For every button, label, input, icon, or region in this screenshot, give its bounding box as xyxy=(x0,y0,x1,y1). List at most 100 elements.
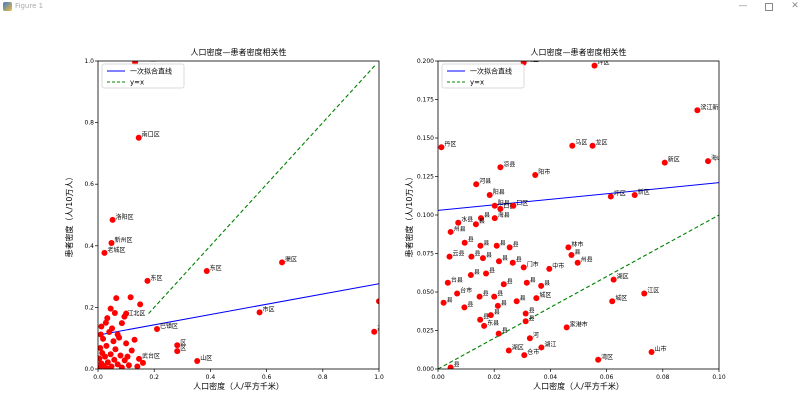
data-point xyxy=(98,331,104,338)
x-tick-label: 0.10 xyxy=(712,374,726,381)
x-tick-label: 0.04 xyxy=(544,374,558,381)
point-label: 龙区 xyxy=(596,139,608,147)
y-tick-label: 0.050 xyxy=(417,289,434,296)
data-point xyxy=(491,202,498,209)
data-point xyxy=(472,221,479,228)
legend-entry-identity: y=x xyxy=(130,79,144,87)
point-label: 东区 xyxy=(150,274,162,282)
legend-entry-identity: y=x xyxy=(470,79,484,87)
point-label: 巴镇区 xyxy=(160,322,178,330)
data-point xyxy=(101,249,108,256)
data-point xyxy=(477,242,484,249)
y-tick-label: 0.6 xyxy=(84,181,94,188)
data-point xyxy=(102,319,109,326)
data-point xyxy=(538,282,545,289)
point-label: 台市 xyxy=(460,287,472,295)
point-label: 县 xyxy=(479,218,485,225)
data-point xyxy=(648,349,655,356)
minimize-button[interactable]: — xyxy=(738,1,748,11)
point-label: 江区 xyxy=(647,288,659,295)
point-label: 坪区 xyxy=(598,59,610,67)
point-label: 阳县 xyxy=(498,199,510,207)
y-tick-label: 0.025 xyxy=(417,328,434,335)
fit-line xyxy=(438,182,719,211)
data-point xyxy=(174,342,181,349)
data-point xyxy=(495,330,502,337)
data-point xyxy=(174,348,181,355)
point-label: 武台区 xyxy=(142,352,160,360)
legend-entry-fit: 一次拟合直线 xyxy=(130,67,172,76)
data-point xyxy=(109,325,116,332)
data-point xyxy=(481,322,488,329)
data-point xyxy=(139,359,146,366)
data-point xyxy=(454,290,461,297)
point-label: 海县 xyxy=(498,211,510,219)
legend: 一次拟合直线 y=x xyxy=(441,63,525,89)
x-axis-label: 人口密度（人/平方千米） xyxy=(193,381,284,391)
point-label: 县 xyxy=(474,269,480,276)
point-label: 县 xyxy=(484,212,490,219)
point-label: 湖区 xyxy=(512,344,524,352)
data-point xyxy=(107,351,114,358)
chart-2: 人口密度—患者密度相关性湖区 坪区滨江新区丹区 马区 龙区海山区新区凉县阳市河县坪区新… xyxy=(404,47,726,391)
data-point xyxy=(546,265,553,272)
data-point xyxy=(473,181,480,188)
data-point xyxy=(610,276,617,283)
matplotlib-icon xyxy=(3,2,12,11)
point-label: 洛阳区 xyxy=(116,213,134,221)
identity-line xyxy=(148,63,377,314)
data-point xyxy=(510,202,517,209)
point-label: 坪区 xyxy=(614,190,626,198)
data-point xyxy=(486,191,493,198)
data-point xyxy=(137,301,144,308)
point-label: 湖江 xyxy=(544,340,556,348)
data-point xyxy=(505,347,512,354)
data-point xyxy=(447,228,454,235)
data-point xyxy=(477,316,484,323)
point-label: 口区 xyxy=(516,200,528,207)
data-point xyxy=(455,219,462,226)
data-point xyxy=(607,193,614,200)
point-label: 马区 xyxy=(575,139,587,147)
y-tick-label: 0.175 xyxy=(417,97,434,104)
y-axis-label: 患者密度（人/10万人） xyxy=(404,173,414,258)
point-label: 县 xyxy=(467,301,473,308)
data-point xyxy=(111,309,118,316)
point-label: 县 xyxy=(483,314,489,321)
point-label: 林市 xyxy=(571,240,583,248)
point-label: 阳县 xyxy=(493,188,505,196)
point-label: 丹区 xyxy=(444,141,456,148)
y-tick-label: 0.4 xyxy=(84,243,94,250)
data-point xyxy=(118,364,125,369)
data-point xyxy=(440,299,447,306)
data-point xyxy=(609,298,616,305)
point-label: 县 xyxy=(486,252,492,259)
legend: 一次拟合直线 y=x xyxy=(101,63,185,89)
point-label: 门市 xyxy=(527,260,539,268)
data-point xyxy=(104,315,111,322)
maximize-button[interactable] xyxy=(756,0,782,13)
point-label: 南口区 xyxy=(142,131,160,139)
data-point xyxy=(595,356,602,363)
data-point xyxy=(467,272,474,279)
x-tick-label: 0.00 xyxy=(431,374,445,381)
point-label: 河县 xyxy=(479,177,491,185)
data-point xyxy=(113,295,120,302)
data-point xyxy=(98,323,105,330)
data-point xyxy=(108,363,115,369)
point-label: 山区 xyxy=(200,354,212,362)
data-point xyxy=(491,293,498,300)
data-point xyxy=(117,352,124,359)
point-label: 东县 xyxy=(487,319,499,327)
data-point xyxy=(447,364,454,369)
y-tick-label: 0.125 xyxy=(417,174,434,181)
point-label: 区 xyxy=(180,339,186,346)
point-label: 县 xyxy=(447,297,453,304)
point-label: 凉县 xyxy=(503,160,515,168)
data-point xyxy=(438,144,445,151)
close-button[interactable]: ✕ xyxy=(791,1,799,11)
point-label: 县 xyxy=(520,295,526,302)
x-axis-label: 人口密度（人/平方千米） xyxy=(533,381,624,391)
data-point xyxy=(107,305,114,312)
data-point xyxy=(118,320,125,327)
